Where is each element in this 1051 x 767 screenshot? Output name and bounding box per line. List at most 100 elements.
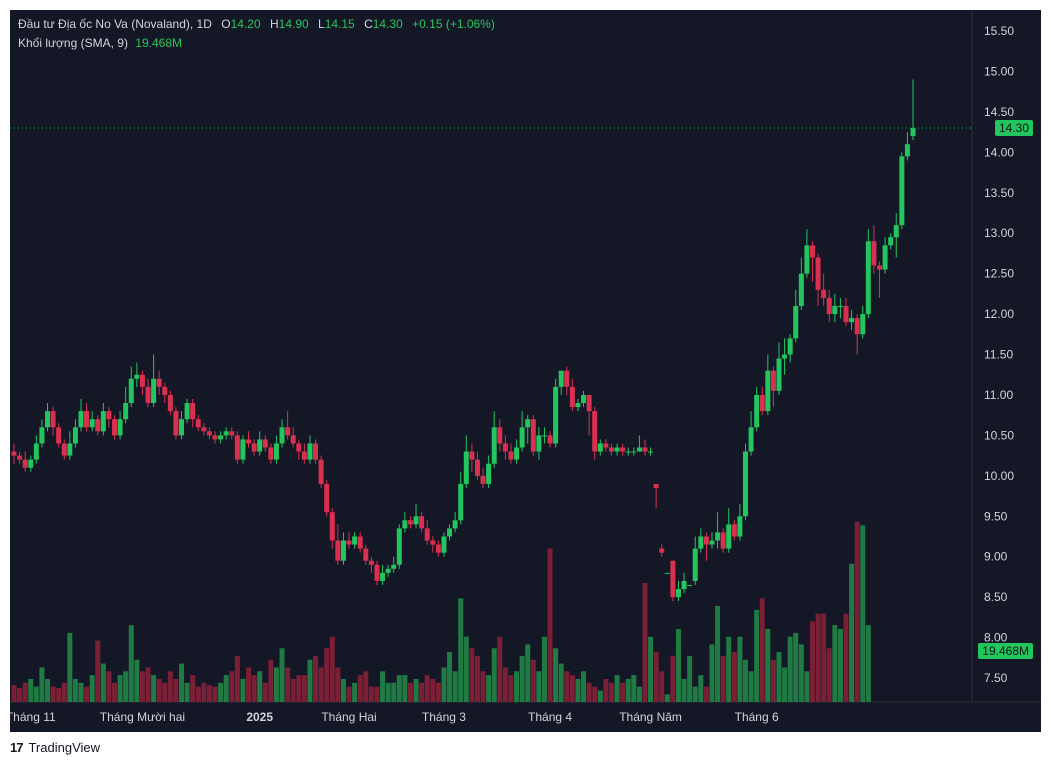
x-tick-label: Tháng 6 [735,710,779,724]
volume-bar [17,688,23,702]
y-tick-label: 13.50 [984,186,1014,200]
candle-body [112,419,118,436]
tradingview-brand[interactable]: TradingView [28,740,101,755]
candle-body [39,427,45,444]
candle-body [307,443,313,460]
candle-body [703,536,709,545]
volume-bar [268,659,274,702]
candle-body [648,451,654,453]
volume-bar [396,675,402,702]
volume-bar [731,652,737,702]
volume-bar [257,671,263,702]
low-label: L [318,17,325,31]
candle-body [726,524,732,549]
y-tick-label: 11.50 [984,348,1013,362]
candle-body [435,544,441,553]
volume-bar [798,644,804,702]
y-tick-label: 8.50 [984,590,1008,604]
volume-bar [664,694,670,702]
volume-bar [659,671,665,702]
candle-body [737,516,743,537]
candle-body [117,419,123,436]
volume-bar [290,678,296,702]
candle-body [809,245,815,258]
volume-bar [463,636,469,702]
candle-body [201,427,207,432]
candle-body [670,560,676,598]
candle-body [508,451,514,460]
candle-body [519,427,525,448]
volume-bar [151,675,157,702]
candle-body [290,435,296,444]
candle-body [692,548,698,581]
candle-body [296,443,302,452]
candle-body [89,419,95,428]
candle-body [720,532,726,549]
volume-bar [179,663,185,702]
volume-bar [447,652,453,702]
volume-label[interactable]: Khối lượng (SMA, 9) [18,36,128,50]
y-tick-label: 9.00 [984,550,1008,564]
candle-body [664,572,670,574]
candle-body [581,394,587,404]
volume-bar [167,671,173,702]
symbol-title[interactable]: Đầu tư Địa ốc No Va (Novaland), 1D [18,17,212,31]
candle-body [11,451,17,456]
y-tick-label: 14.50 [984,105,1014,119]
candle-body [391,564,397,569]
volume-bar [363,671,369,702]
candle-body [363,548,369,561]
candle-body [541,435,547,437]
candle-body [569,386,575,408]
x-tick-label: Tháng 4 [528,710,572,724]
candle-body [849,318,855,323]
candle-body [61,443,67,456]
candle-body [430,540,436,545]
volume-bar [709,644,715,702]
high-label: H [269,17,279,31]
candle-body [804,245,810,274]
tradingview-logo-icon[interactable]: 17 [10,740,24,755]
volume-bar [809,621,815,702]
x-tick-label: Tháng Năm [619,710,682,724]
volume-bar [497,636,503,702]
low-value: 14.15 [324,17,355,31]
x-tick-label: Tháng 11 [10,710,56,724]
candle-body [78,411,84,428]
volume-bar [340,678,346,702]
volume-bar [765,629,771,702]
volume-bar [407,682,413,702]
candle-body [904,144,910,157]
candle-body [313,443,319,460]
volume-bar [558,663,564,702]
volume-bar [139,671,145,702]
volume-bar [698,675,704,702]
volume-bar [793,632,799,702]
volume-bar [285,667,291,702]
ohlc-legend: Đầu tư Địa ốc No Va (Novaland), 1D O14.2… [18,17,495,31]
candle-body [631,451,637,453]
volume-bar [117,675,123,702]
candle-body [45,411,51,428]
candle-body [463,451,469,484]
candle-body [240,439,246,460]
volume-bar [413,678,419,702]
volume-bar [815,613,821,702]
volume-bar [670,655,676,702]
volume-bar [223,675,229,702]
candlestick-chart[interactable]: 15.50 15.00 14.50 14.00 13.50 13.00 12.50 12.00… [10,10,1041,732]
candle-body [234,435,240,460]
chart-panel[interactable]: 15.50 15.00 14.50 14.00 13.50 13.00 12.50 12.00… [10,10,1041,732]
candle-body [491,427,497,464]
volume-bar [581,671,587,702]
volume-tag: 19.468M [978,643,1033,659]
candle-body [474,459,480,476]
candle-body [229,431,235,436]
volume-bar [402,675,408,702]
volume-bar [234,655,240,702]
y-tick-label: 9.50 [984,509,1008,523]
candle-body [469,451,475,460]
volume-bar [39,667,45,702]
volume-bar [742,659,748,702]
candle-body [731,524,737,537]
